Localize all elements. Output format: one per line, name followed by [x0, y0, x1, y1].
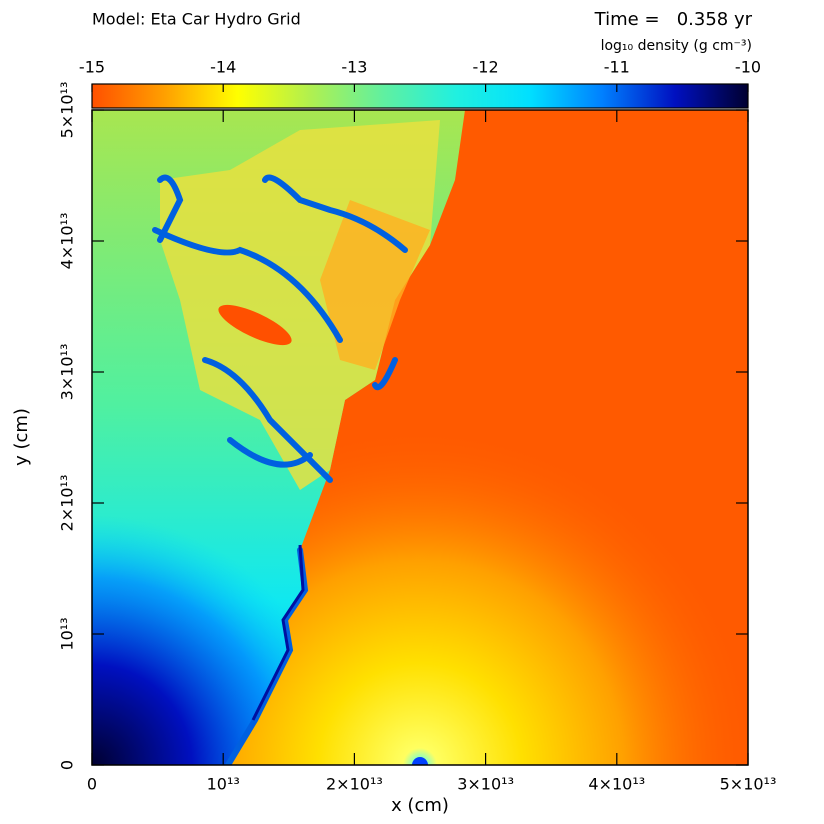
x-tick-label: 4×10¹³ [588, 775, 645, 794]
chart-title: Model: Eta Car Hydro Grid [92, 10, 301, 29]
x-tick-label: 2×10¹³ [326, 775, 383, 794]
y-tick-label: 0 [58, 760, 77, 770]
y-tick-label: 2×10¹³ [58, 475, 77, 532]
x-axis-label: x (cm) [391, 795, 449, 816]
y-tick-label: 5×10¹³ [58, 82, 77, 139]
x-tick-label: 5×10¹³ [720, 775, 777, 794]
x-tick-label: 3×10¹³ [457, 775, 514, 794]
density-field [92, 110, 748, 765]
plot-frame [91, 109, 749, 766]
y-axis-label: y (cm) [11, 408, 32, 466]
colorbar-tick-label: -12 [473, 58, 499, 77]
colorbar-tick-label: -14 [210, 58, 236, 77]
y-tick-label: 10¹³ [58, 617, 77, 650]
colorbar [91, 83, 749, 109]
colorbar-tick-label: -13 [341, 58, 367, 77]
y-tick-label: 4×10¹³ [58, 213, 77, 270]
time-label: Time = 0.358 yr [594, 9, 753, 30]
colorbar-label: log₁₀ density (g cm⁻³) [601, 38, 752, 54]
y-tick-label: 3×10¹³ [58, 344, 77, 401]
x-tick-label: 10¹³ [207, 775, 240, 794]
colorbar-tick-label: -15 [79, 58, 105, 77]
x-tick-label: 0 [87, 775, 97, 794]
colorbar-tick-label: -11 [604, 58, 630, 77]
colorbar-tick-label: -10 [735, 58, 761, 77]
